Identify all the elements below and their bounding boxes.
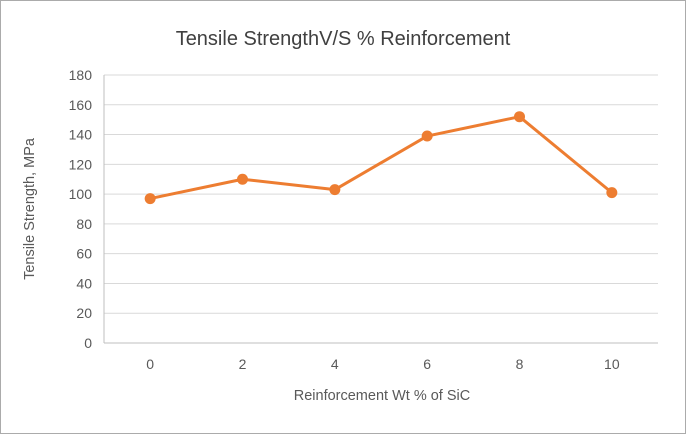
y-tick-label: 100 xyxy=(69,186,93,202)
x-tick-label: 10 xyxy=(604,356,620,372)
x-axis-title: Reinforcement Wt % of SiC xyxy=(294,388,470,404)
y-tick-label: 40 xyxy=(76,275,92,291)
y-tick-label: 160 xyxy=(69,97,93,113)
data-point-marker xyxy=(514,111,525,123)
plot-area: 0 20 40 60 80 100 120 140 160 180 0 2 4 6 8 10 xyxy=(69,67,658,372)
data-point-marker xyxy=(329,184,341,196)
y-tick-label: 20 xyxy=(76,305,92,321)
chart-title: Tensile StrengthV/S % Reinforcement xyxy=(176,28,511,50)
y-tick-label: 140 xyxy=(69,127,93,143)
y-tick-label: 0 xyxy=(84,335,92,351)
y-tick-label: 180 xyxy=(69,67,93,83)
series-line xyxy=(148,115,614,201)
data-point-marker xyxy=(237,173,248,185)
y-tick-label: 80 xyxy=(76,216,92,232)
data-point-marker xyxy=(144,193,156,205)
y-axis-title: Tensile Strength, MPa xyxy=(22,137,38,280)
data-point-marker xyxy=(606,187,618,199)
y-tick-label: 60 xyxy=(76,246,92,262)
x-tick-label: 0 xyxy=(146,356,154,372)
x-tick-label: 6 xyxy=(423,356,431,372)
x-tick-label: 8 xyxy=(516,356,524,372)
x-tick-label: 2 xyxy=(239,356,247,372)
x-tick-label: 4 xyxy=(331,356,339,372)
data-point-marker xyxy=(421,130,433,142)
y-tick-label: 120 xyxy=(69,156,93,172)
